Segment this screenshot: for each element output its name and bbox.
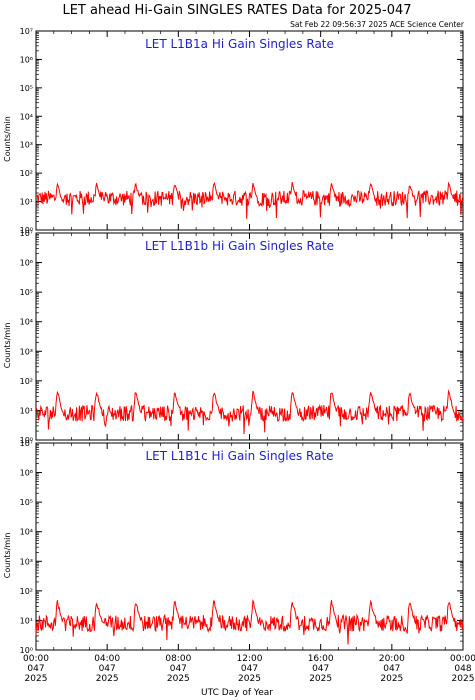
y-tick-label: 10³	[20, 347, 33, 356]
y-tick-label: 10⁰	[20, 436, 33, 445]
panel-title: LET L1B1b Hi Gain Singles Rate	[145, 239, 334, 253]
panel-title: LET L1B1a Hi Gain Singles Rate	[145, 37, 334, 51]
series-line	[35, 389, 464, 435]
x-tick-label: 047	[383, 664, 400, 674]
y-tick-label: 10⁶	[20, 55, 33, 64]
series-line	[35, 599, 464, 645]
y-axis-label: Counts/min	[3, 323, 12, 369]
x-tick-label: 04:00	[94, 654, 120, 664]
x-tick-label: 047	[99, 664, 116, 674]
y-tick-label: 10⁶	[20, 469, 33, 478]
y-tick-label: 10²	[20, 587, 33, 596]
x-tick-label: 2025	[96, 674, 119, 684]
x-tick-label: 2025	[238, 674, 261, 684]
x-tick-label: 047	[27, 664, 44, 674]
y-tick-label: 10¹	[20, 198, 33, 207]
x-tick-label: 00:00	[450, 654, 475, 664]
y-tick-label: 10⁴	[20, 528, 33, 537]
y-tick-label: 10⁷	[20, 27, 33, 36]
plot-frame	[35, 442, 464, 651]
plot-frame	[35, 30, 464, 231]
series-line	[35, 181, 464, 219]
y-tick-label: 10⁵	[20, 288, 33, 297]
panel-1: 10⁰ 10¹ 10² 10³ 10⁴ 10⁵ 10⁶ 10⁷ Counts/min LET L1…	[3, 27, 464, 235]
y-tick-label: 10²	[20, 169, 33, 178]
x-tick-label: 2025	[452, 674, 475, 684]
y-tick-label: 10¹	[20, 406, 33, 415]
x-tick-label: 00:00	[23, 654, 49, 664]
y-tick-label: 10⁰	[20, 646, 33, 655]
x-tick-label: 2025	[380, 674, 403, 684]
y-axis-label: Counts/min	[3, 533, 12, 579]
x-tick-label: 2025	[309, 674, 332, 684]
y-tick-label: 10⁴	[20, 318, 33, 327]
x-tick-label: 08:00	[165, 654, 191, 664]
chart-title: LET ahead Hi-Gain SINGLES RATES Data for…	[62, 3, 411, 18]
x-tick-label: 16:00	[308, 654, 334, 664]
y-tick-label: 10⁰	[20, 226, 33, 235]
x-tick-label: 2025	[25, 674, 48, 684]
y-tick-label: 10⁵	[20, 498, 33, 507]
y-tick-label: 10⁷	[20, 229, 33, 238]
panel-title: LET L1B1c Hi Gain Singles Rate	[145, 449, 333, 463]
x-tick-label: 047	[170, 664, 187, 674]
y-tick-label: 10⁶	[20, 259, 33, 268]
y-axis-label: Counts/min	[3, 116, 12, 162]
x-tick-label: 047	[241, 664, 258, 674]
y-tick-label: 10⁴	[20, 112, 33, 121]
y-tick-label: 10³	[20, 557, 33, 566]
x-tick-label: 12:00	[237, 654, 263, 664]
y-tick-label: 10¹	[20, 616, 33, 625]
y-tick-label: 10⁵	[20, 84, 33, 93]
x-axis-label: UTC Day of Year	[201, 688, 273, 698]
y-tick-label: 10⁷	[20, 439, 33, 448]
panel-2: 10⁰ 10¹ 10² 10³ 10⁴ 10⁵ 10⁶ 10⁷ Counts/min LET L1…	[3, 229, 464, 445]
x-tick-label: 047	[312, 664, 329, 674]
x-tick-label: 048	[454, 664, 471, 674]
timestamp: Sat Feb 22 09:56:37 2025 ACE Science Cen…	[290, 20, 465, 29]
panels-group: 10⁰ 10¹ 10² 10³ 10⁴ 10⁵ 10⁶ 10⁷ Counts/min LET L1…	[3, 27, 475, 684]
panel-3: 10⁰ 10¹ 10² 10³ 10⁴ 10⁵ 10⁶ 10⁷ Counts/min LET L1…	[3, 439, 464, 655]
y-tick-label: 10³	[20, 141, 33, 150]
y-tick-label: 10²	[20, 377, 33, 386]
x-tick-label: 2025	[167, 674, 190, 684]
x-tick-label: 20:00	[379, 654, 405, 664]
